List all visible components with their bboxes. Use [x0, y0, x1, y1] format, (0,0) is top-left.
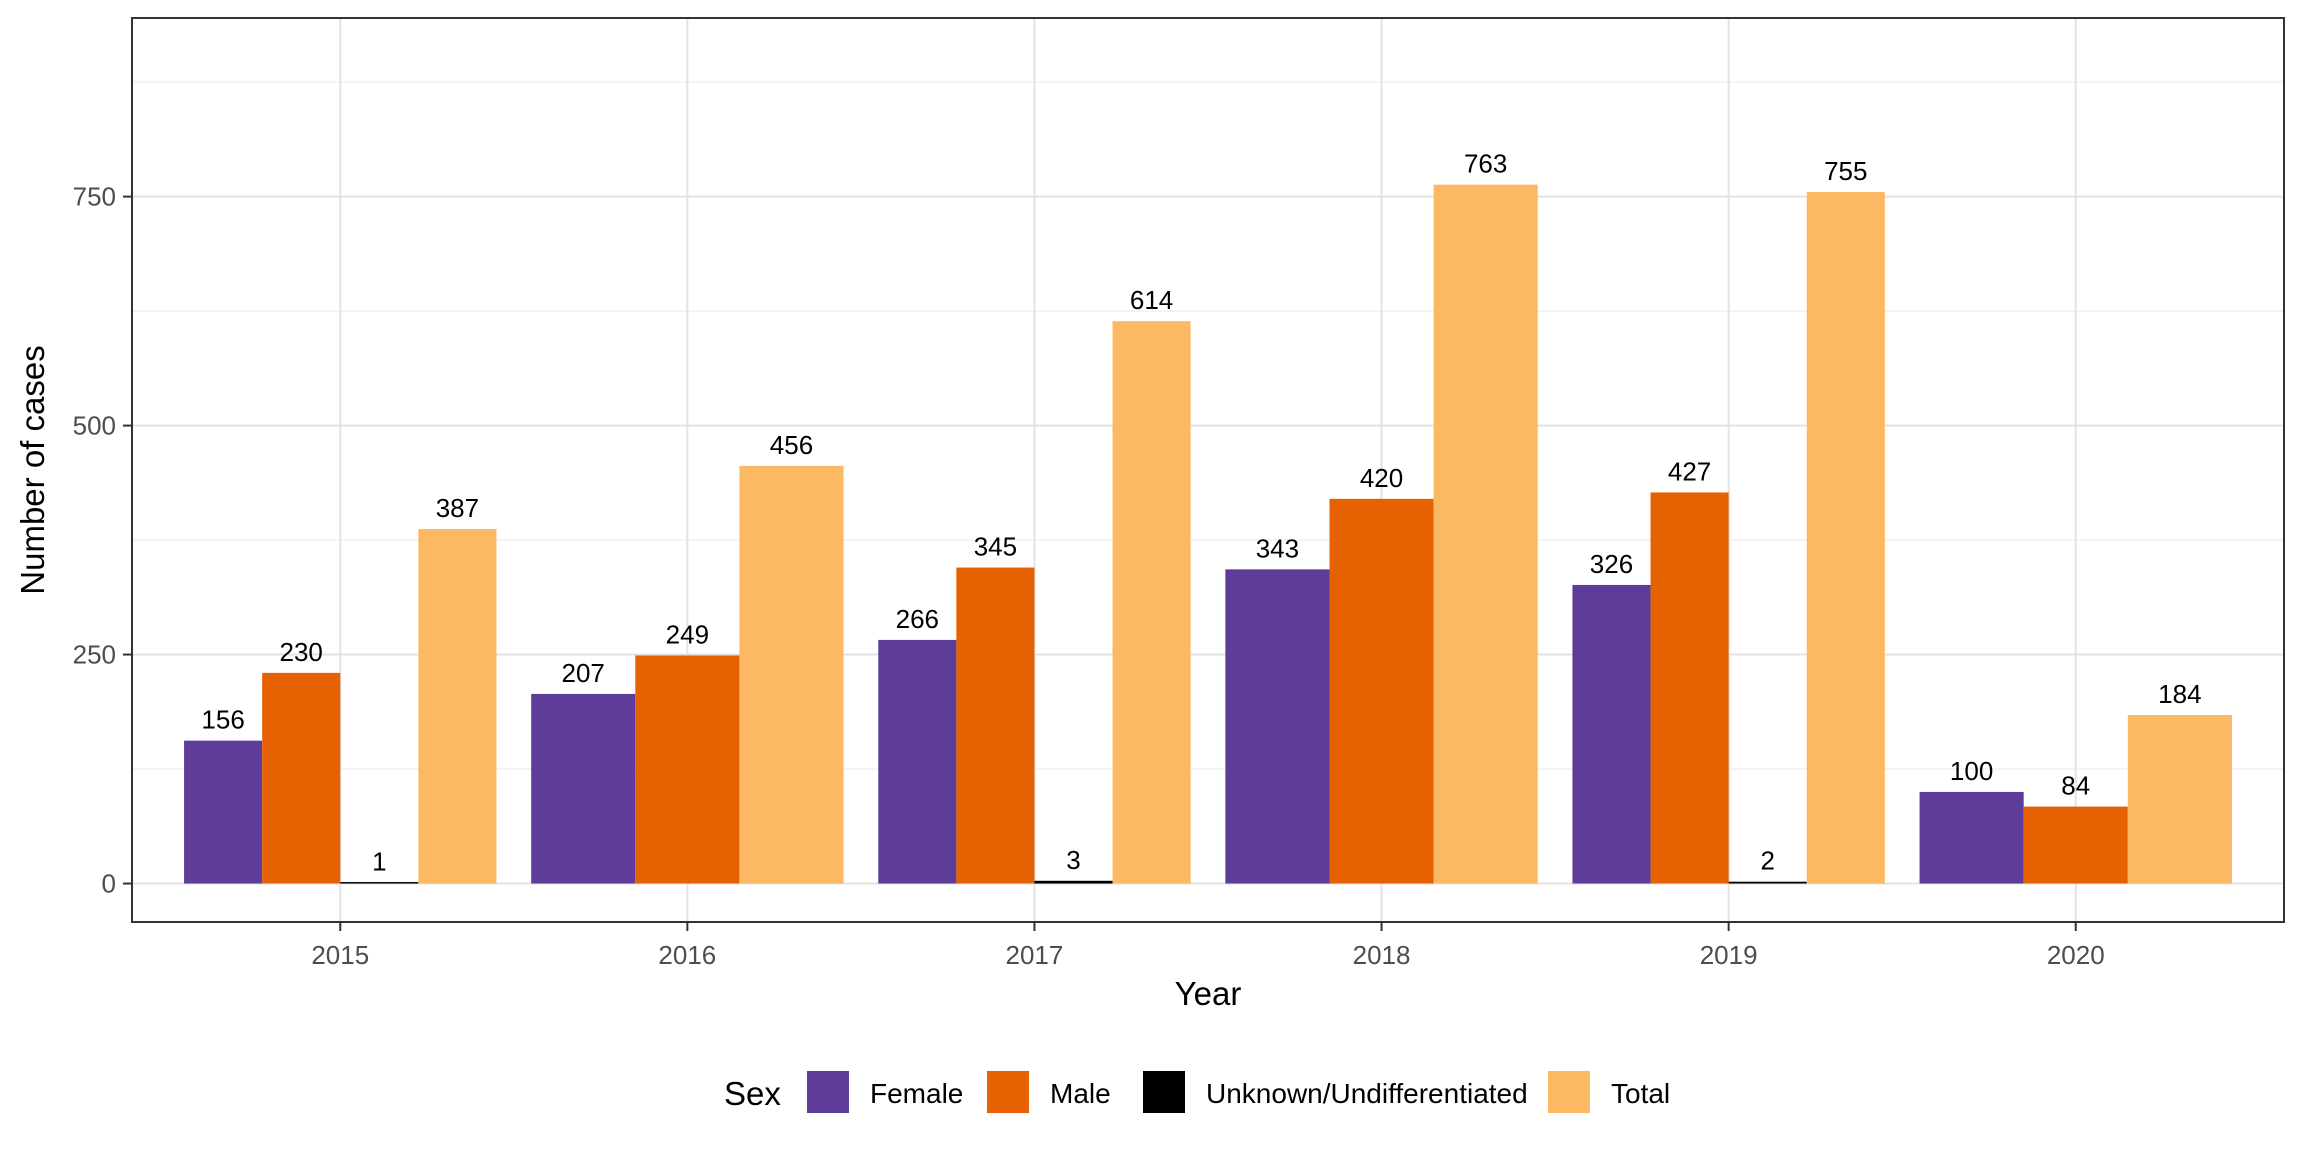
- bar-female-2017: [878, 639, 957, 884]
- data-label: 230: [280, 637, 323, 667]
- bar-female-2018: [1225, 569, 1330, 884]
- bar-total-2020: [2127, 715, 2232, 884]
- data-label: 614: [1130, 285, 1173, 315]
- data-label: 184: [2158, 679, 2201, 709]
- legend-label: Male: [1050, 1078, 1111, 1109]
- data-label: 156: [201, 705, 244, 735]
- data-label: 387: [436, 493, 479, 523]
- bar-male-2015: [262, 672, 341, 884]
- x-axis-title: Year: [1175, 975, 1242, 1012]
- bars-layer: [184, 184, 2232, 884]
- data-label: 249: [666, 619, 709, 649]
- y-tick-label: 0: [102, 869, 116, 899]
- data-label: 2: [1760, 846, 1774, 876]
- bar-male-2018: [1329, 498, 1434, 884]
- legend-key-male: [987, 1071, 1029, 1113]
- data-label: 326: [1590, 549, 1633, 579]
- bar-female-2019: [1572, 584, 1651, 884]
- bar-total-2017: [1112, 321, 1191, 884]
- data-label: 345: [974, 532, 1017, 562]
- bar-female-2016: [531, 693, 636, 884]
- legend-label: Unknown/Undifferentiated: [1206, 1078, 1528, 1109]
- bar-male-2017: [956, 567, 1035, 884]
- data-label: 84: [2061, 771, 2090, 801]
- data-label: 427: [1668, 456, 1711, 486]
- data-label: 1: [372, 847, 386, 877]
- bar-female-2020: [1919, 791, 2024, 884]
- data-label: 207: [562, 658, 605, 688]
- data-label: 420: [1360, 463, 1403, 493]
- y-axis-title: Number of cases: [14, 345, 51, 594]
- legend-key-total: [1548, 1071, 1590, 1113]
- data-label: 763: [1464, 149, 1507, 179]
- axis-layer: 0 250 500 750 2015 2016 2017 2018 2019 2020: [73, 182, 2105, 970]
- x-tick-label: 2016: [658, 940, 716, 970]
- bar-total-2018: [1433, 184, 1538, 884]
- x-tick-label: 2017: [1006, 940, 1064, 970]
- x-tick-label: 2018: [1353, 940, 1411, 970]
- bar-total-2015: [418, 529, 497, 884]
- panel-border: [131, 17, 2285, 923]
- y-tick-label: 750: [73, 182, 116, 212]
- bar-unknown-undifferentiated-2015: [340, 882, 419, 884]
- legend-title: Sex: [724, 1075, 781, 1112]
- y-tick-label: 250: [73, 640, 116, 670]
- legend-key-female: [807, 1071, 849, 1113]
- data-label: 343: [1256, 533, 1299, 563]
- bar-unknown-undifferentiated-2017: [1034, 880, 1113, 884]
- data-label: 3: [1066, 845, 1080, 875]
- bar-male-2019: [1650, 492, 1729, 884]
- bar-male-2020: [2023, 806, 2128, 884]
- data-label: 100: [1950, 756, 1993, 786]
- bar-total-2016: [739, 465, 844, 884]
- x-tick-label: 2015: [311, 940, 369, 970]
- legend-key-unknown-undifferentiated: [1143, 1071, 1185, 1113]
- y-tick-label: 500: [73, 411, 116, 441]
- x-tick-label: 2020: [2047, 940, 2105, 970]
- x-tick-label: 2019: [1700, 940, 1758, 970]
- data-label: 755: [1824, 156, 1867, 186]
- labels-layer: 156 230 1 387 207 249 456 266 345 3 614 343 420 763 32…: [201, 149, 2201, 877]
- bar-unknown-undifferentiated-2019: [1728, 881, 1807, 884]
- legend-label: Total: [1611, 1078, 1670, 1109]
- bar-female-2015: [184, 740, 263, 884]
- bar-male-2016: [635, 655, 740, 884]
- bar-total-2019: [1806, 192, 1885, 884]
- data-label: 456: [770, 430, 813, 460]
- data-label: 266: [896, 604, 939, 634]
- legend: Sex Female Male Unknown/Undifferentiated To…: [724, 1071, 1670, 1113]
- legend-label: Female: [870, 1078, 963, 1109]
